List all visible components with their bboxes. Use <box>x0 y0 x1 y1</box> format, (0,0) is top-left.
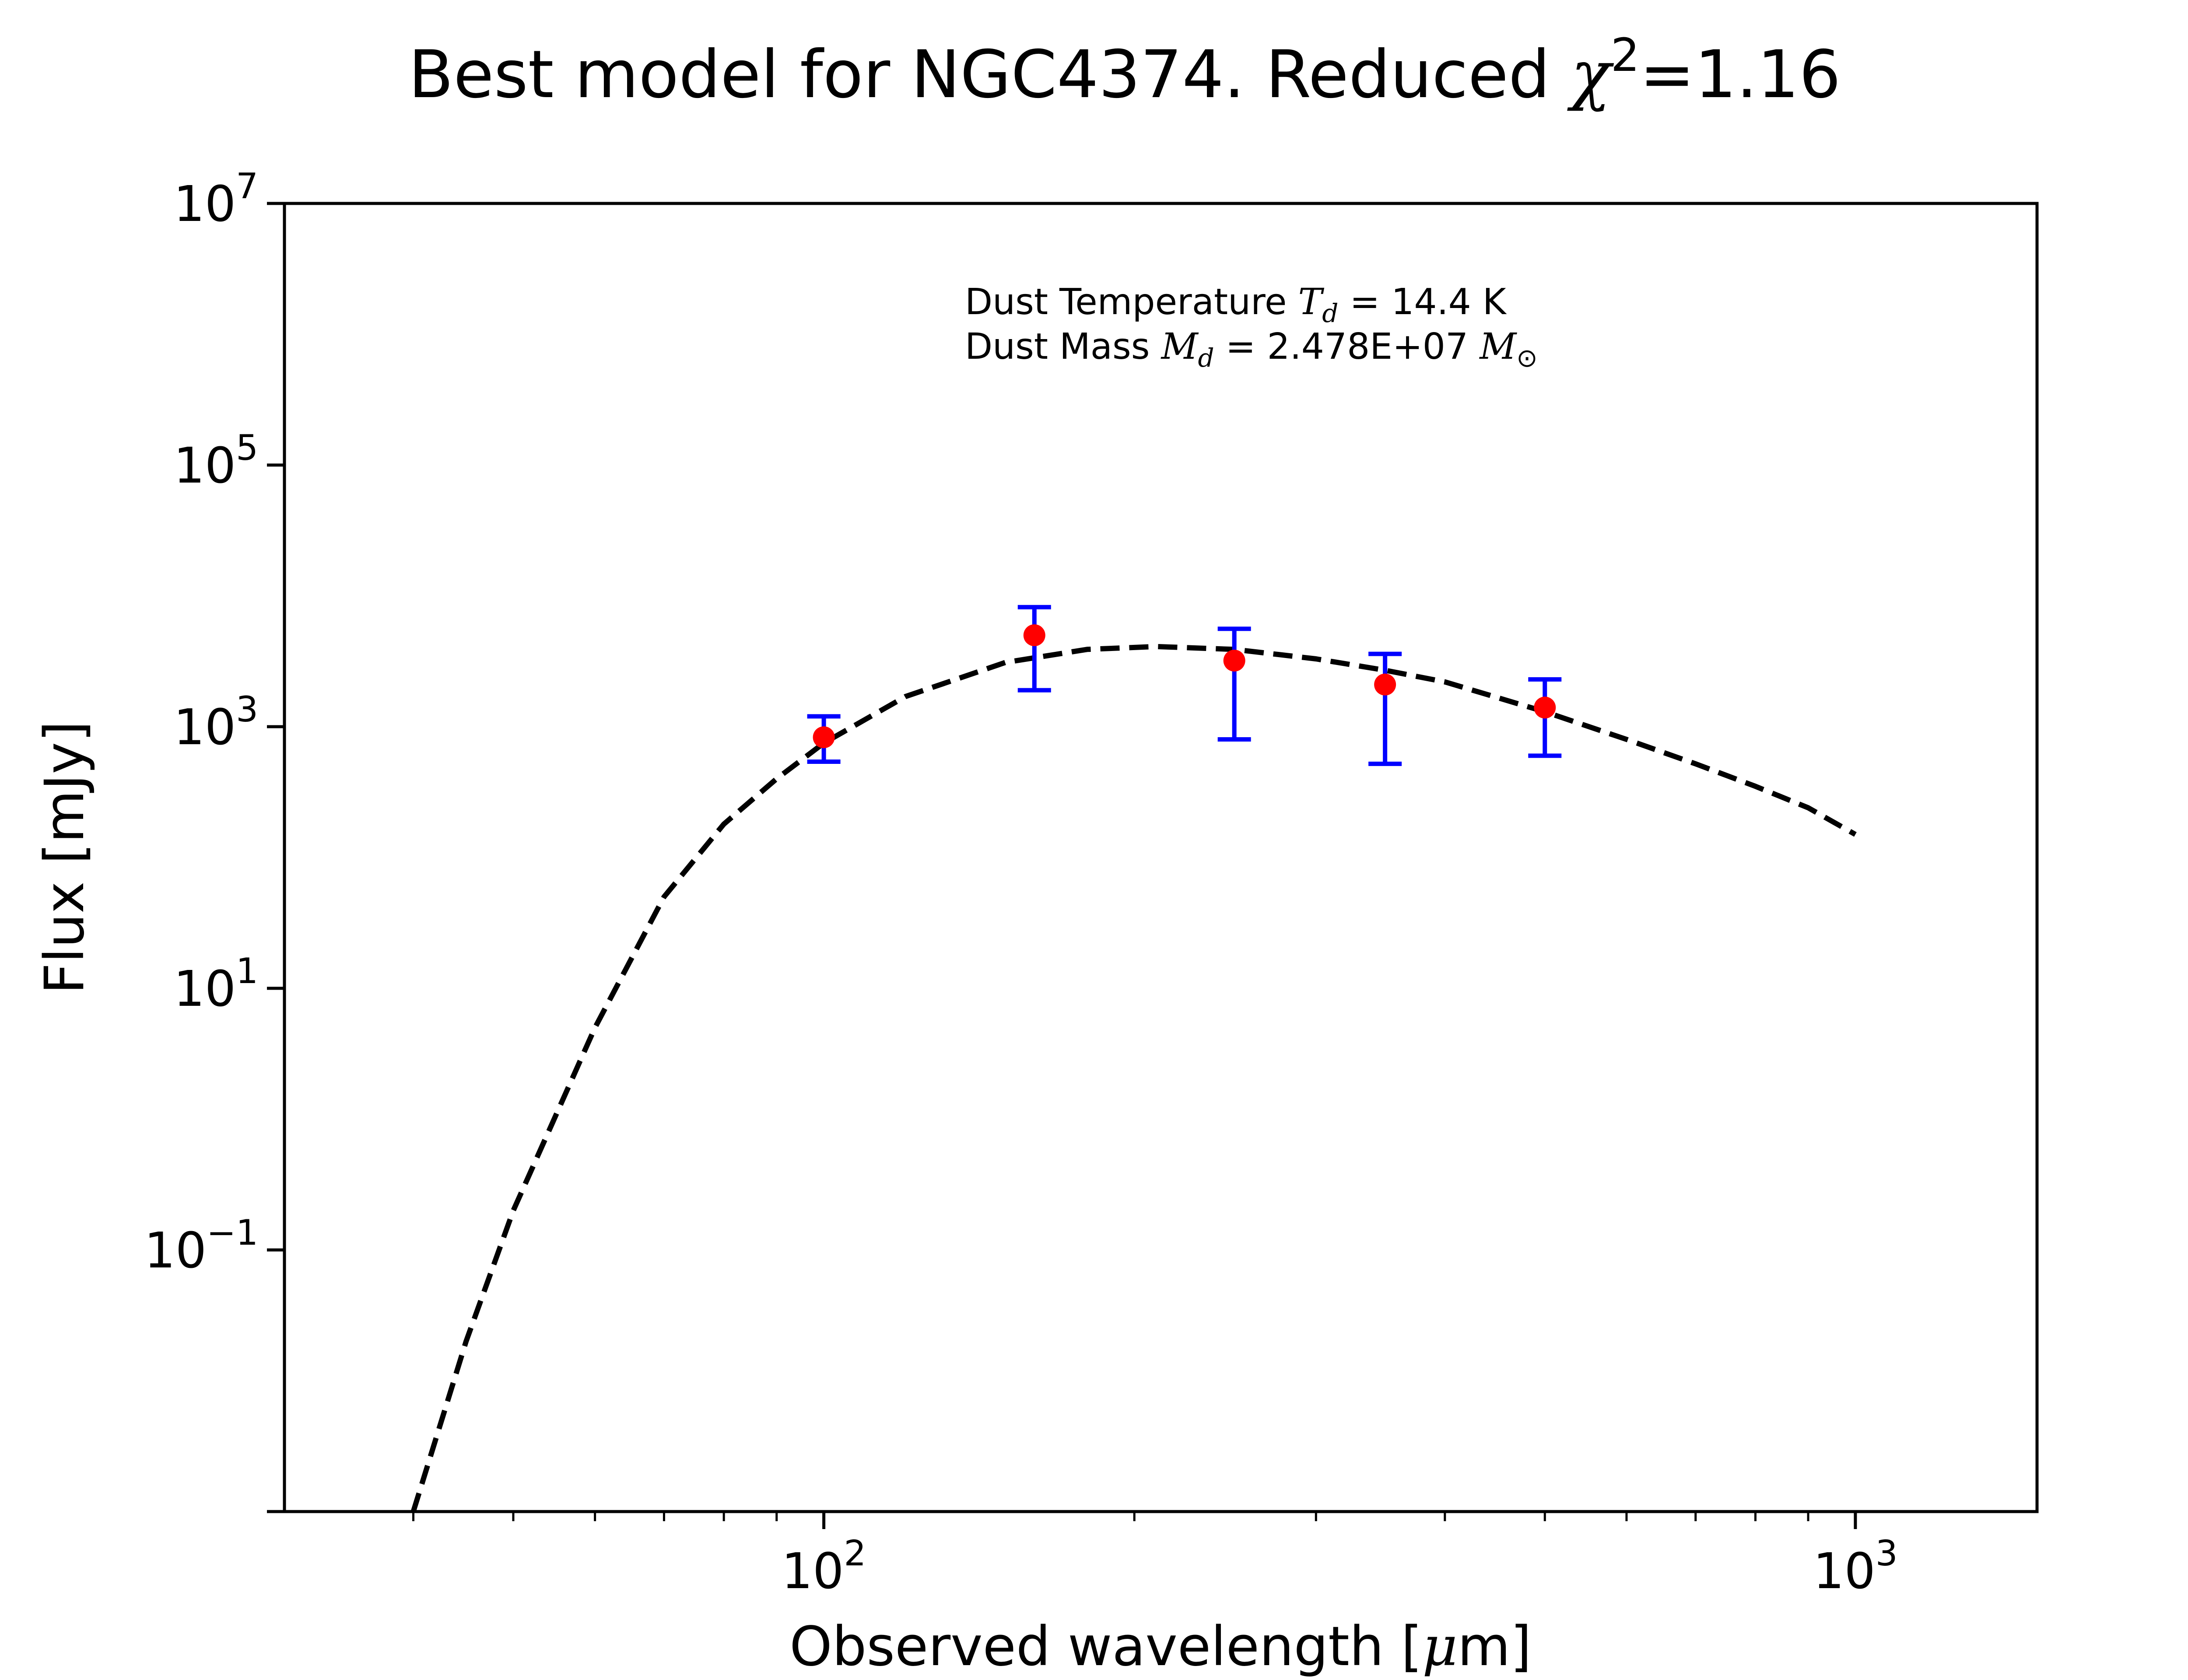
x-axis-label: Observed wavelength [μm] <box>789 1615 1532 1678</box>
dust-mass-label: Dust Mass Md = 2.478E+07 M⊙ <box>965 326 1538 373</box>
data-point-4 <box>1374 673 1396 696</box>
data-point-1 <box>813 726 835 749</box>
data-point-3 <box>1223 649 1245 672</box>
y-axis-label: Flux [mJy] <box>33 721 96 994</box>
plot-frame <box>283 202 2039 1513</box>
y-tick-label-2: 101 <box>174 951 258 1018</box>
data-point-2 <box>1023 624 1045 647</box>
y-tick-label-5: 107 <box>174 166 258 233</box>
y-tick-label-1: 10−1 <box>144 1212 258 1279</box>
axis-ticks-layer: 102 103 10−1 101 103 105 107 <box>144 166 1898 1600</box>
x-tick-label-1: 102 <box>782 1533 866 1600</box>
y-tick-label-4: 105 <box>174 427 258 494</box>
data-point-5 <box>1534 696 1556 719</box>
fit-annotation: Dust Temperature Td = 14.4 K Dust Mass M… <box>965 281 1538 373</box>
model-curve <box>410 644 1857 1512</box>
data-marker-layer <box>813 624 1556 749</box>
y-tick-label-3: 103 <box>174 689 258 756</box>
dust-temperature-label: Dust Temperature Td = 14.4 K <box>965 281 1507 328</box>
model-curve-layer <box>410 644 1857 1512</box>
chart-title: Best model for NGC4374. Reduced χ2=1.16 <box>408 28 1841 113</box>
x-tick-label-2: 103 <box>1813 1533 1897 1600</box>
